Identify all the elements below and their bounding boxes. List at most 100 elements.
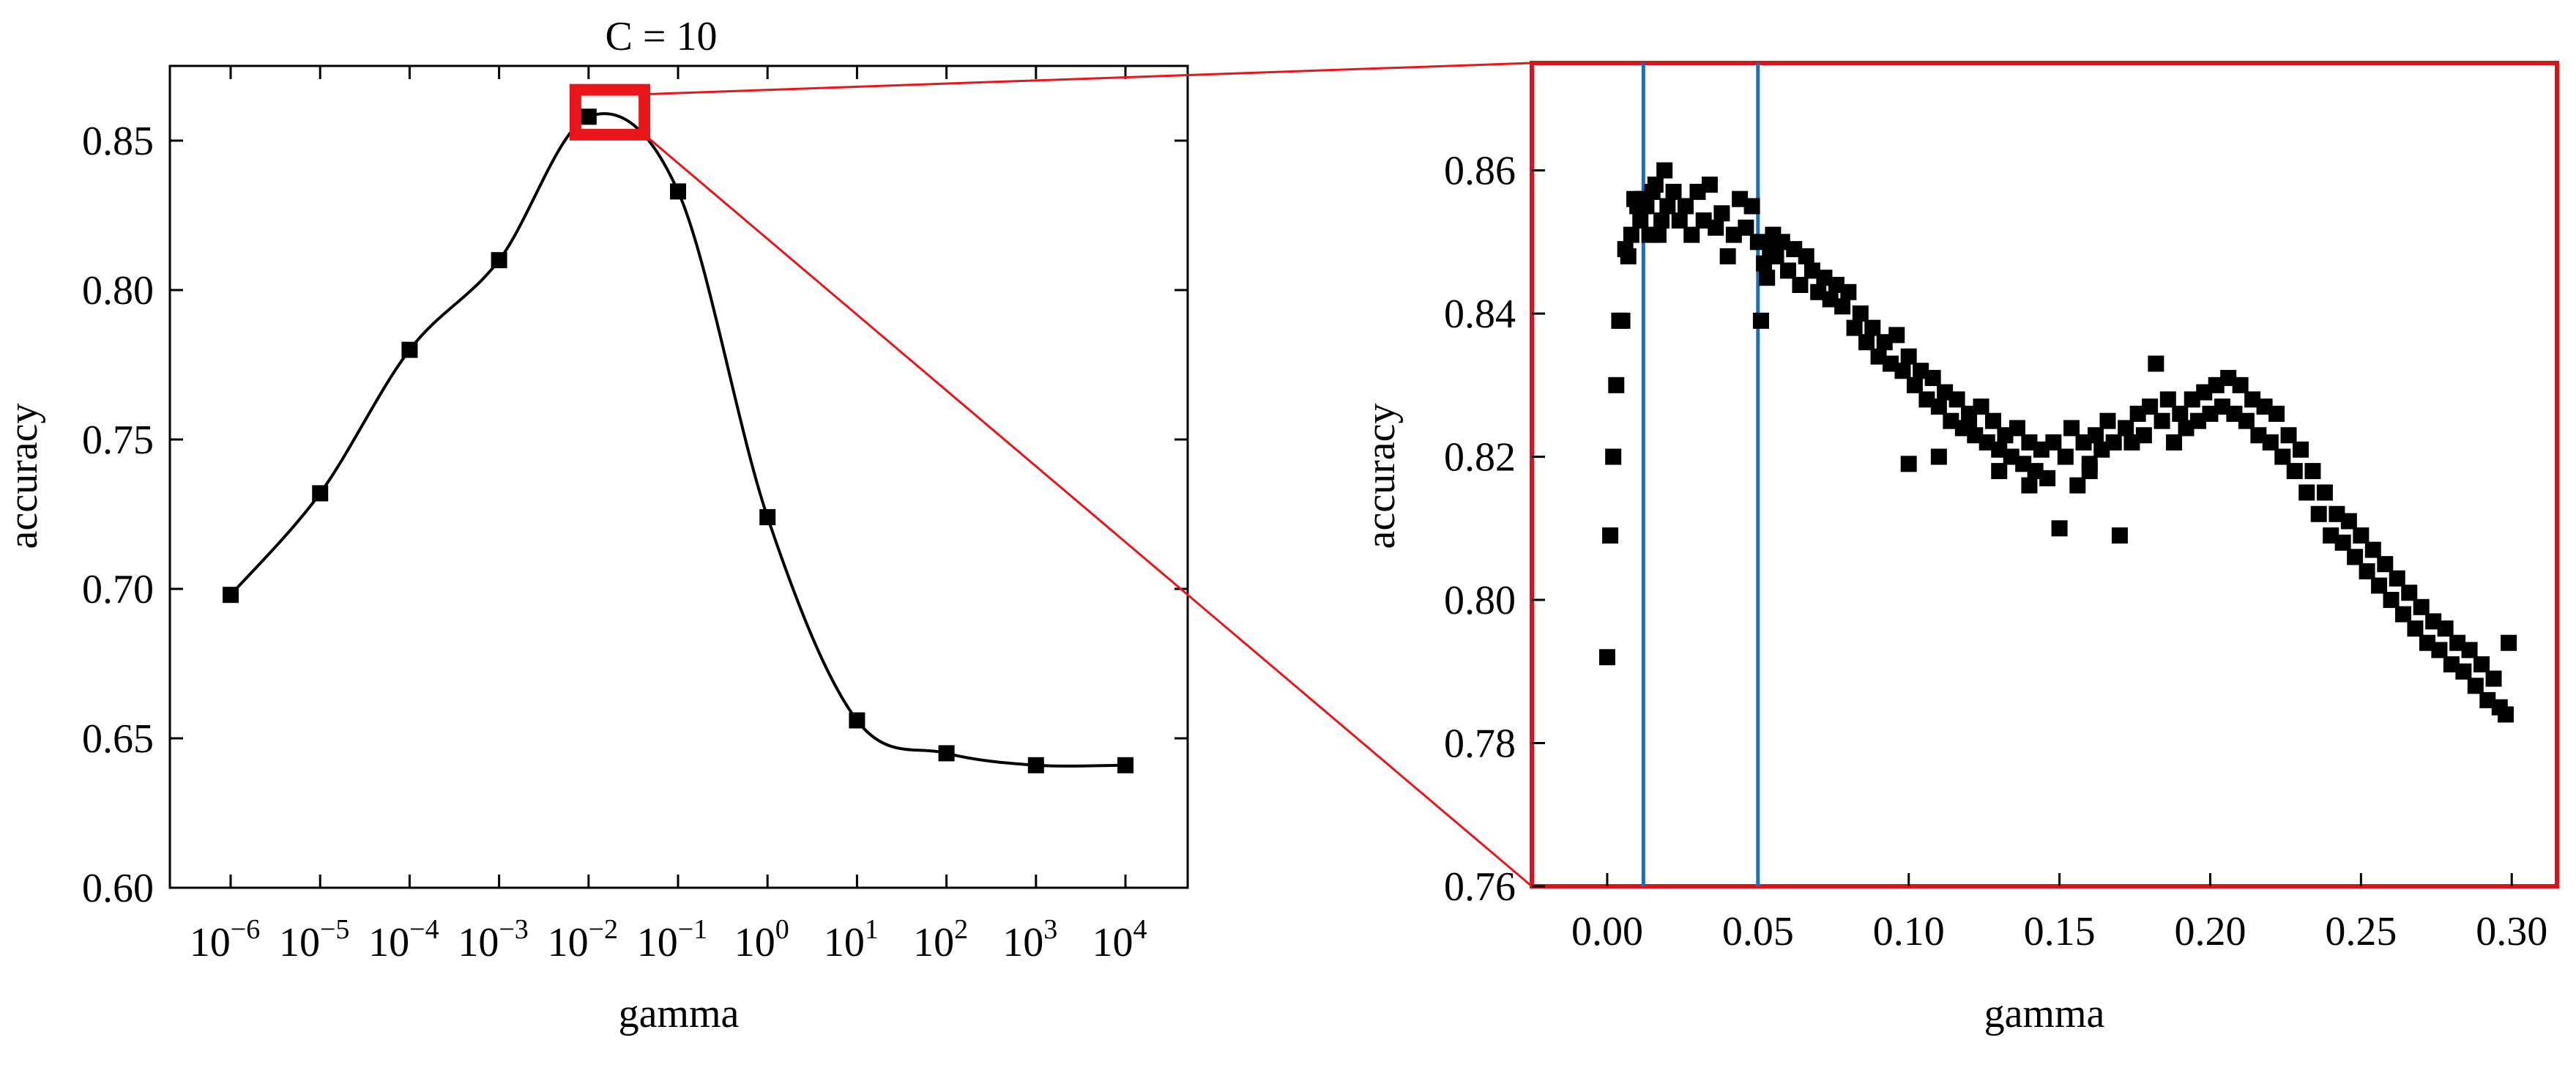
right-data-point: [2069, 477, 2086, 494]
right-data-point: [2473, 656, 2490, 673]
right-data-point: [2461, 642, 2478, 658]
zoom-connector-top: [644, 62, 1533, 96]
left-x-tick-label: 10−2: [548, 914, 618, 965]
right-data-point: [2359, 563, 2375, 579]
left-data-point: [223, 587, 239, 604]
right-data-point: [2148, 355, 2164, 372]
right-data-point: [2039, 470, 2056, 486]
right-data-point: [2166, 434, 2183, 451]
right-data-point: [1930, 398, 1947, 415]
right-data-point: [1671, 212, 1688, 229]
right-data-point: [2340, 513, 2357, 530]
right-data-point: [2081, 463, 2098, 480]
left-data-point: [580, 108, 597, 125]
right-data-point: [1701, 177, 1718, 193]
left-data-point: [670, 183, 686, 200]
zoom-connector-bottom: [644, 133, 1533, 888]
right-data-point: [2009, 420, 2025, 437]
left-x-tick-label: 104: [1092, 914, 1147, 965]
right-data-point: [1900, 456, 1917, 472]
right-data-point: [1708, 219, 1724, 236]
right-data-point: [2293, 441, 2309, 458]
zoom-connector-lines: [644, 62, 1533, 888]
right-data-point: [1665, 183, 1682, 200]
right-data-point: [2238, 412, 2255, 429]
right-data-point: [2304, 463, 2321, 480]
right-data-point: [2021, 477, 2038, 494]
right-data-point: [2413, 598, 2430, 615]
right-data-point: [2498, 706, 2514, 723]
right-x-tick-label: 0.20: [2174, 909, 2246, 954]
right-data-point: [1752, 312, 1769, 329]
right-data-point: [1858, 334, 1875, 351]
right-data-point: [1906, 376, 1923, 393]
right-data-point: [1768, 248, 1784, 264]
right-y-tick-label: 0.86: [1444, 149, 1516, 194]
right-data-point: [1638, 198, 1655, 215]
left-data-point: [1027, 757, 1044, 773]
left-y-tick-label: 0.75: [82, 418, 154, 463]
left-x-tick-label: 10−3: [458, 914, 528, 965]
right-data-point: [1852, 305, 1869, 322]
right-x-tick-label: 0.05: [1722, 909, 1794, 954]
right-data-point: [1924, 370, 1941, 387]
right-data-point: [2455, 663, 2472, 680]
right-data-point: [2088, 427, 2104, 444]
right-data-points: [1598, 162, 2517, 723]
left-y-tick-label: 0.80: [82, 268, 154, 313]
right-data-point: [2389, 570, 2405, 587]
left-x-axis-title: gamma: [619, 991, 740, 1036]
right-x-tick-label: 0.15: [2024, 909, 2096, 954]
right-data-point: [1948, 391, 1965, 408]
right-data-point: [2298, 484, 2315, 501]
right-data-point: [2347, 549, 2364, 565]
left-data-points: [223, 108, 1133, 773]
right-data-point: [2485, 670, 2502, 687]
left-y-tick-label: 0.60: [82, 866, 154, 911]
right-data-point: [1678, 198, 1694, 215]
right-data-point: [2334, 534, 2351, 551]
right-data-point: [1840, 283, 1857, 300]
right-data-point: [1620, 248, 1637, 264]
right-chart: 0.76 0.78 0.80 0.82 0.84 0.86 0.00 0.05 0.10 0.1…: [1358, 61, 2559, 1036]
left-x-tick-label: 10−1: [637, 914, 707, 965]
left-fitted-curve: [229, 112, 1126, 768]
right-data-point: [2172, 405, 2189, 422]
right-data-point: [2377, 556, 2394, 573]
right-data-point: [2154, 412, 2170, 429]
right-data-point: [1632, 212, 1649, 229]
right-data-point: [1973, 398, 1989, 415]
right-data-point: [1743, 198, 1760, 215]
right-y-tick-label: 0.84: [1444, 292, 1516, 337]
right-data-point: [1650, 226, 1667, 243]
right-data-point: [2401, 585, 2418, 601]
right-data-point: [1713, 205, 1730, 222]
left-data-point: [938, 745, 955, 762]
right-data-point: [2286, 463, 2303, 480]
right-data-point: [2111, 527, 2128, 544]
right-data-point: [2057, 448, 2074, 465]
left-data-point: [759, 509, 776, 526]
right-data-point: [1683, 226, 1700, 243]
left-x-tick-label: 10−6: [190, 914, 260, 965]
left-data-point: [312, 485, 329, 502]
right-x-axis-title: gamma: [1984, 991, 2105, 1036]
right-plot-frame: [1530, 61, 2559, 888]
right-data-point: [1961, 420, 1978, 437]
right-data-point: [1780, 262, 1796, 279]
right-x-tick-label: 0.10: [1873, 909, 1945, 954]
chart-title: C = 10: [606, 14, 718, 59]
right-data-point: [1930, 448, 1947, 465]
right-data-point: [2159, 391, 2176, 408]
right-data-point: [2268, 405, 2285, 422]
right-data-point: [2051, 520, 2068, 537]
left-y-tick-label: 0.70: [82, 567, 154, 612]
right-data-point: [2431, 642, 2448, 658]
left-data-point: [849, 712, 866, 729]
left-data-point: [401, 341, 418, 358]
right-data-point: [2395, 606, 2411, 623]
right-y-tick-label: 0.82: [1444, 435, 1516, 480]
right-data-point: [1659, 198, 1676, 215]
right-data-point: [1759, 270, 1776, 286]
